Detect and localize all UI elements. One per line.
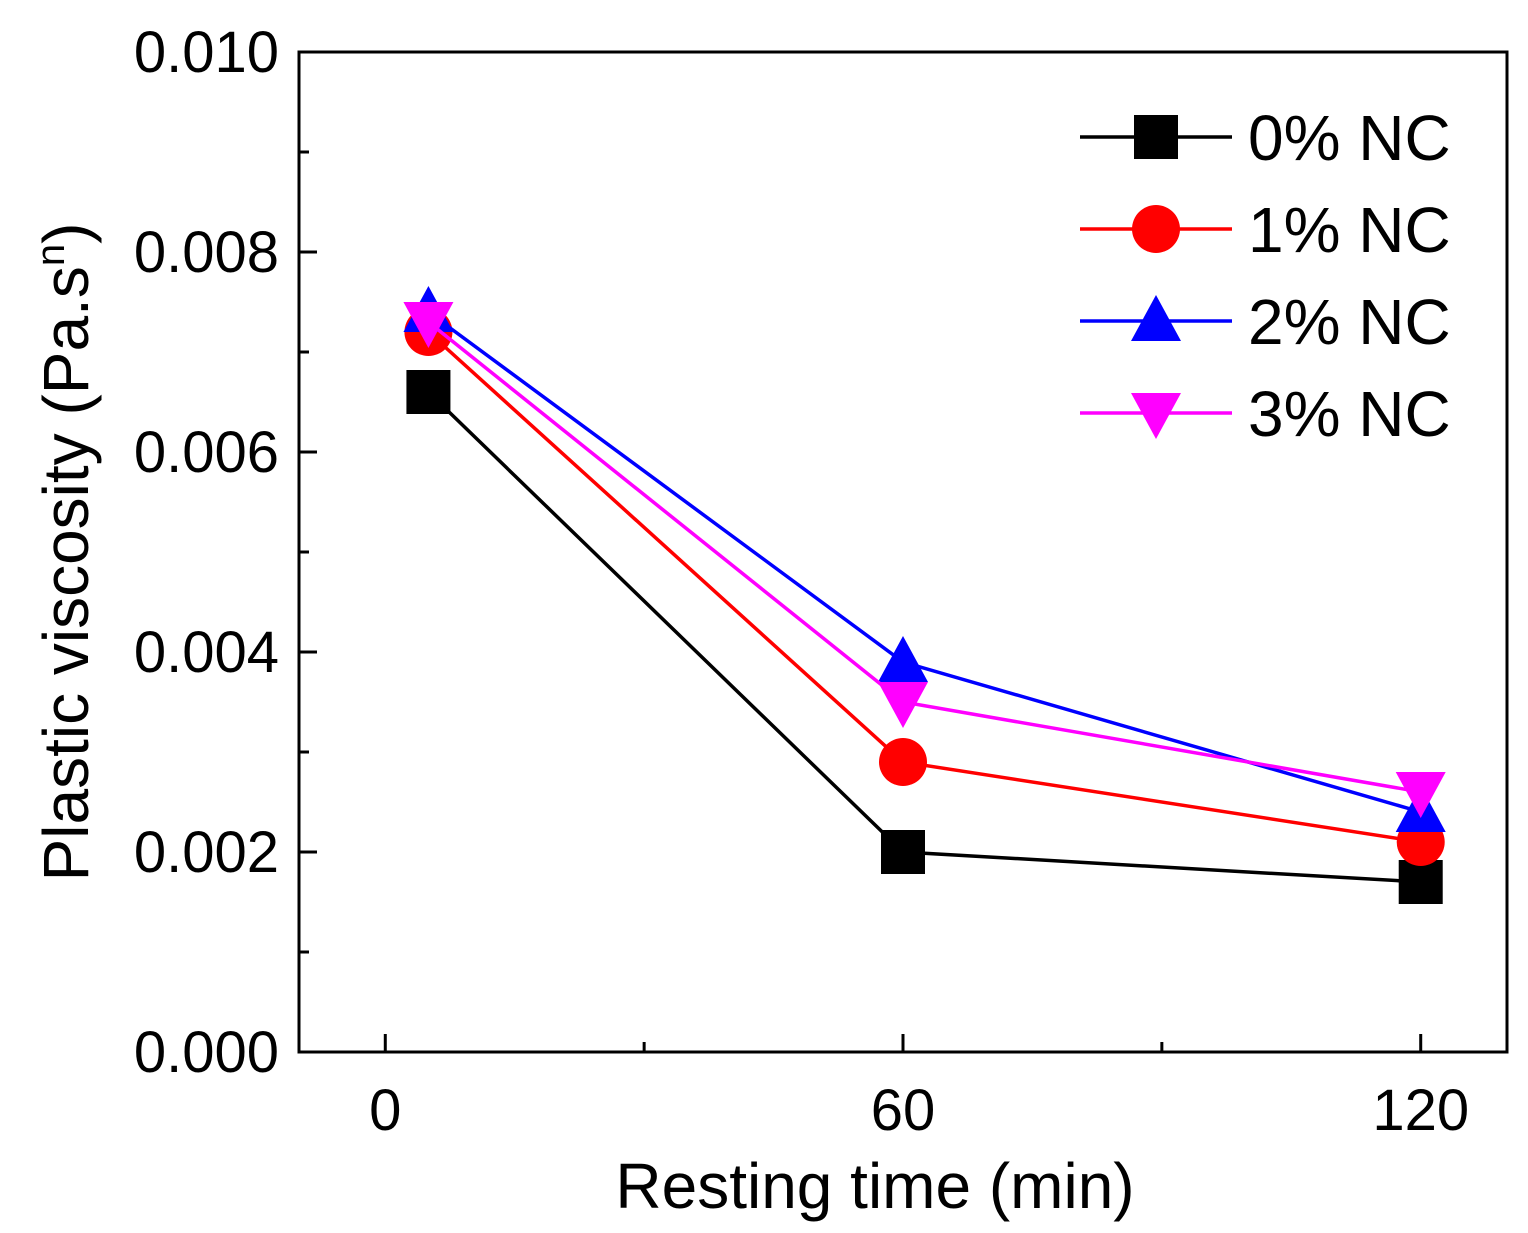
data-point [878, 636, 928, 682]
legend-marker [1131, 295, 1181, 341]
y-tick-label: 0.008 [134, 220, 279, 285]
x-tick-label: 120 [1372, 1078, 1469, 1143]
legend-entry-0: 0% NC [1080, 102, 1451, 174]
y-axis-title-superscript: n [29, 244, 73, 266]
y-tick-label: 0.004 [134, 620, 279, 685]
legend: 0% NC 1% NC 2% NC 3% NC [1080, 102, 1451, 450]
data-point [1398, 860, 1443, 904]
axis-ticks: 0.000 0.002 0.004 0.006 0.008 0.010 0 60 120 [134, 20, 1469, 1143]
data-series [403, 286, 1446, 904]
legend-label: 2% NC [1248, 286, 1451, 358]
y-tick-label: 0.000 [134, 1020, 279, 1085]
y-axis-title-close: ) [30, 223, 102, 244]
y-axis-title: Plastic viscosity (Pa.sn) [29, 223, 102, 882]
data-point [878, 682, 928, 728]
y-tick-label: 0.010 [134, 20, 279, 85]
legend-label: 1% NC [1248, 194, 1451, 266]
series-2 [403, 286, 1446, 832]
x-tick-label: 60 [871, 1078, 936, 1143]
x-axis-title: Resting time (min) [615, 1150, 1134, 1222]
series-0 [406, 370, 1443, 904]
data-point [406, 370, 451, 414]
data-point [1395, 772, 1446, 818]
data-point [403, 302, 454, 348]
x-tick-label: 0 [369, 1078, 401, 1143]
y-axis-title-main: Plastic viscosity (Pa.s [30, 266, 102, 881]
legend-marker [1131, 393, 1181, 439]
legend-marker [1132, 205, 1180, 253]
legend-entry-2: 2% NC [1080, 286, 1451, 358]
legend-entry-3: 3% NC [1080, 378, 1451, 450]
y-tick-label: 0.006 [134, 420, 279, 485]
legend-marker [1134, 115, 1178, 159]
legend-label: 3% NC [1248, 378, 1451, 450]
data-point [879, 738, 927, 786]
series-3 [403, 302, 1446, 818]
y-tick-label: 0.002 [134, 820, 279, 885]
legend-label: 0% NC [1248, 102, 1451, 174]
data-point [881, 830, 925, 874]
legend-entry-1: 1% NC [1080, 194, 1451, 266]
